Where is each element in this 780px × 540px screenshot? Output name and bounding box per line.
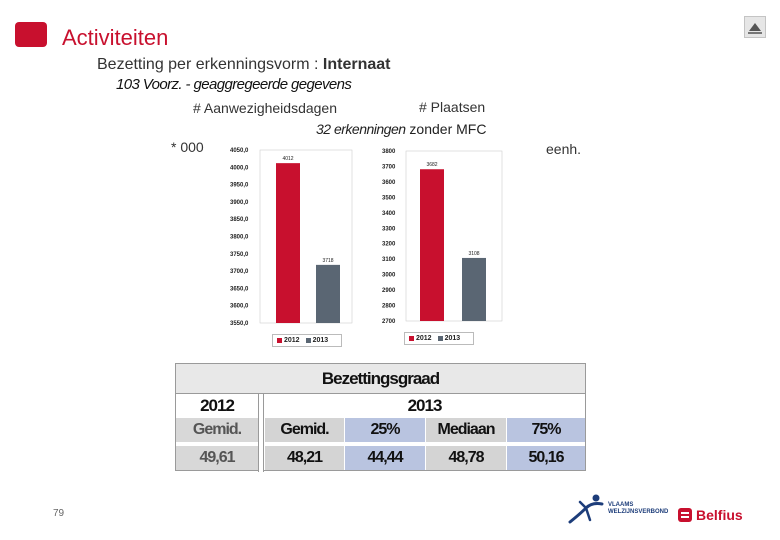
y-tick-label: 2800 — [382, 304, 396, 310]
y-tick-label: 4000,0 — [230, 165, 249, 171]
chart-days-svg: 4050,0 4000,0 3950,0 3900,0 3850,0 3800,0 3750… — [230, 148, 353, 327]
legend-item-2012: 2012 — [277, 337, 300, 344]
recognitions-label: 32 erkenningen zonder MFC — [316, 121, 486, 137]
title-marker — [15, 22, 47, 47]
legend-swatch-2012 — [409, 336, 414, 341]
y-tick-label: 3800 — [382, 149, 396, 155]
data-label-2013: 3718 — [322, 258, 333, 264]
y-tick-label: 3550,0 — [230, 321, 249, 327]
y-tick-label: 3650,0 — [230, 286, 249, 292]
col-2012-avg-label: Gemid. — [176, 418, 258, 442]
vv-logo-text: VLAAMS WELZIJNSVERBOND — [608, 502, 668, 516]
recognitions-label-italic: 32 erkenningen — [316, 121, 406, 137]
unit-left: * 000 — [171, 139, 204, 155]
legend-label-2012: 2012 — [284, 337, 300, 344]
y-tick-label: 3600,0 — [230, 304, 249, 310]
table-separator — [258, 394, 264, 472]
y-tick-label: 3100 — [382, 257, 396, 263]
bar-2012 — [276, 163, 300, 323]
col-median-value: 48,78 — [426, 446, 506, 470]
col-median-label: Mediaan — [426, 418, 506, 442]
y-tick-label: 3700 — [382, 164, 396, 170]
running-figure-icon — [568, 494, 604, 524]
chart-places-svg: 3800 3700 3600 3500 3400 3300 3200 3100 3000 2900… — [382, 149, 503, 325]
bar-2013 — [316, 264, 340, 323]
y-tick-label: 3000 — [382, 273, 396, 279]
y-tick-label: 2900 — [382, 288, 396, 294]
occupancy-title: Bezettingsgraad — [176, 364, 585, 394]
belfius-mark-icon — [678, 508, 692, 522]
bar-2012 — [420, 169, 444, 321]
belfius-logo-text: Belfius — [696, 507, 743, 523]
legend-label-2012: 2012 — [416, 335, 432, 342]
legend-item-2013: 2013 — [305, 337, 329, 344]
screen-icon[interactable] — [744, 16, 766, 38]
y-tick-label: 4050,0 — [230, 148, 249, 154]
data-label-2013: 3108 — [468, 251, 479, 257]
legend-item-2013: 2013 — [437, 335, 461, 342]
col-2013-avg-value: 48,21 — [265, 446, 344, 470]
subtitle-prefix: Bezetting per erkenningsvorm : — [97, 56, 323, 73]
subtitle: Bezetting per erkenningsvorm : Internaat — [97, 56, 390, 74]
y-tick-label: 3850,0 — [230, 217, 249, 223]
y-tick-label: 2700 — [382, 319, 396, 325]
unit-right: eenh. — [546, 141, 582, 157]
legend-swatch-2013 — [437, 336, 443, 341]
y-tick-label: 3300 — [382, 226, 396, 232]
col-2012-avg-value: 49,61 — [176, 446, 258, 470]
legend-label-2013: 2013 — [312, 337, 329, 344]
recognitions-label-rest: zonder MFC — [405, 121, 487, 137]
legend-swatch-2012 — [277, 338, 282, 343]
col-25-label: 25% — [345, 418, 425, 442]
vv-logo-line1: VLAAMS — [608, 502, 634, 508]
chart-label-days: # Aanwezigheidsdagen — [193, 100, 338, 116]
vv-logo-line2: WELZIJNSVERBOND — [608, 509, 669, 515]
occupancy-table: Bezettingsgraad 2012 Gemid. 49,61 2013 G… — [175, 363, 586, 472]
chart-days: 4050,0 4000,0 3950,0 3900,0 3850,0 3800,0 3750… — [228, 143, 356, 331]
y-tick-label: 3600 — [382, 180, 396, 186]
y-tick-label: 3500 — [382, 195, 396, 201]
y-tick-label: 3400 — [382, 211, 396, 217]
belfius-logo: Belfius — [678, 505, 743, 525]
vv-logo: VLAAMS WELZIJNSVERBOND — [566, 492, 670, 526]
page-number: 79 — [53, 508, 65, 519]
page-title: Activiteiten — [62, 25, 169, 50]
legend-swatch-2013 — [305, 338, 311, 343]
data-label-2012: 3682 — [426, 162, 437, 168]
year-2012-header: 2012 — [200, 396, 235, 415]
data-label-2012: 4012 — [282, 156, 293, 162]
col-75-value: 50,16 — [507, 446, 585, 470]
y-tick-label: 3900,0 — [230, 200, 249, 206]
chart-places: 3800 3700 3600 3500 3400 3300 3200 3100 3000 2900… — [380, 143, 506, 329]
bar-2013 — [462, 257, 486, 321]
col-25-value: 44,44 — [345, 446, 425, 470]
chart-places-legend: 2012 2013 — [404, 332, 474, 345]
y-tick-label: 3200 — [382, 242, 396, 248]
chart-label-places: # Plaatsen — [419, 99, 486, 115]
legend-label-2013: 2013 — [444, 335, 461, 342]
chart-days-legend: 2012 2013 — [272, 334, 342, 347]
y-tick-label: 3750,0 — [230, 252, 249, 258]
y-tick-label: 3950,0 — [230, 183, 249, 189]
col-75-label: 75% — [507, 418, 585, 442]
subtitle-bold: Internaat — [322, 56, 391, 73]
legend-item-2012: 2012 — [409, 335, 432, 342]
y-tick-label: 3700,0 — [230, 269, 249, 275]
y-tick-label: 3800,0 — [230, 235, 249, 241]
year-2013-header: 2013 — [407, 396, 443, 415]
aggregated-subtitle: 103 Voorz. - geaggregeerde gegevens — [116, 76, 352, 93]
col-2013-avg-label: Gemid. — [265, 418, 344, 442]
